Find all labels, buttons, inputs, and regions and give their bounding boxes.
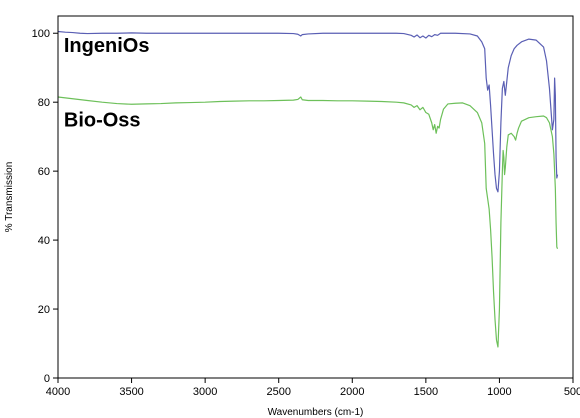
x-tick-label: 2000	[340, 386, 364, 398]
x-tick-label: 4000	[46, 386, 70, 398]
y-tick-label: 40	[38, 235, 50, 247]
x-tick-label: 2500	[266, 386, 290, 398]
x-axis: 4000 3500 3000 2500 2000 1500 1000 500	[46, 378, 580, 398]
x-tick-label: 500	[564, 386, 580, 398]
x-tick-label: 1500	[414, 386, 438, 398]
y-tick-label: 0	[44, 373, 50, 385]
y-tick-label: 60	[38, 166, 50, 178]
y-tick-label: 20	[38, 304, 50, 316]
series-label-ingenios: IngeniOs	[64, 35, 150, 57]
y-axis: 0 20 40 60 80 100	[32, 28, 58, 385]
x-tick-label: 1000	[487, 386, 511, 398]
y-axis-title: % Transmission	[4, 162, 15, 233]
plot-frame	[57, 15, 574, 379]
series-layer	[57, 30, 559, 348]
series-line-ingenios	[57, 30, 559, 193]
series-label-bio-oss: Bio-Oss	[64, 109, 141, 131]
x-tick-label: 3500	[119, 386, 143, 398]
annotation-layer: IngeniOs Bio-Oss	[64, 35, 150, 131]
y-tick-label: 80	[38, 97, 50, 109]
x-axis-title: Wavenumbers (cm-1)	[268, 407, 364, 418]
y-tick-label: 100	[32, 28, 50, 40]
series-line-bio-oss	[57, 96, 559, 348]
x-tick-label: 3000	[193, 386, 217, 398]
